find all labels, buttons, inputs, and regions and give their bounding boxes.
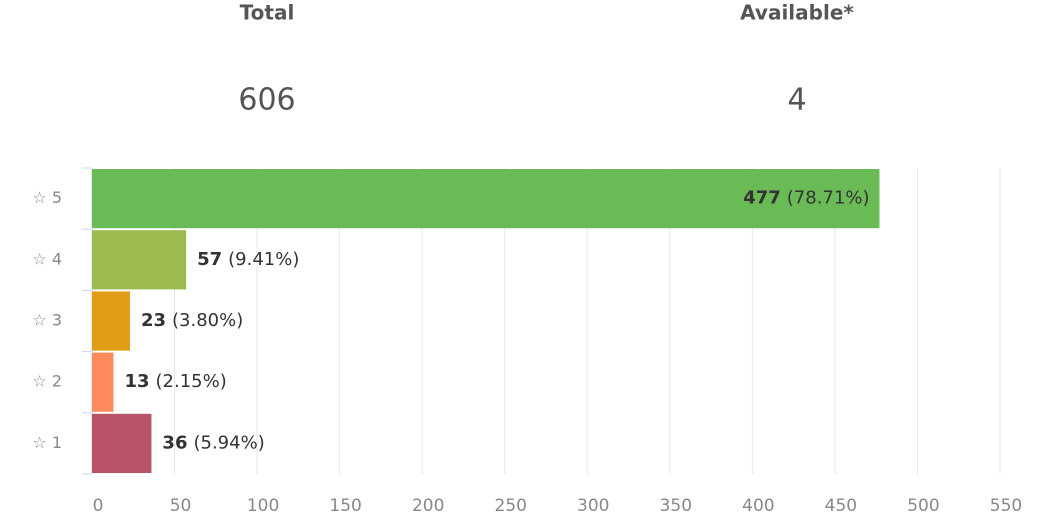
bar	[92, 230, 187, 290]
x-tick-label: 500	[907, 496, 939, 516]
data-label: 57 (9.41%)	[197, 249, 299, 270]
stat-value: 4	[787, 83, 806, 118]
data-value: 477	[743, 188, 781, 209]
x-tick-label: 300	[577, 496, 609, 516]
data-value: 13	[124, 371, 149, 392]
x-tick-label: 350	[660, 496, 692, 516]
y-tick-label: ☆ 3	[32, 311, 62, 330]
data-percent: (3.80%)	[172, 310, 243, 331]
data-percent: (5.94%)	[193, 432, 264, 453]
x-tick-label: 0	[93, 496, 104, 516]
data-percent: (78.71%)	[787, 188, 870, 209]
stat-value: 606	[238, 83, 295, 118]
stat-label: Available*	[740, 1, 854, 25]
data-percent: (2.15%)	[156, 371, 227, 392]
y-tick-label: ☆ 2	[32, 372, 62, 391]
bar	[92, 169, 880, 229]
x-tick-label: 250	[495, 496, 527, 516]
bar	[92, 413, 152, 473]
y-tick-label: ☆ 1	[32, 433, 62, 452]
y-tick-label: ☆ 4	[32, 249, 62, 268]
data-label: 23 (3.80%)	[141, 310, 243, 331]
x-tick-label: 50	[170, 496, 192, 516]
data-percent: (9.41%)	[228, 249, 299, 270]
x-tick-label: 200	[412, 496, 444, 516]
x-tick-label: 400	[742, 496, 774, 516]
bar	[92, 352, 114, 412]
data-value: 36	[162, 432, 187, 453]
data-value: 23	[141, 310, 166, 331]
bar	[92, 291, 130, 351]
stat-label: Total	[240, 1, 295, 25]
x-tick-label: 100	[247, 496, 279, 516]
data-label: 13 (2.15%)	[124, 371, 226, 392]
data-label: 36 (5.94%)	[162, 432, 264, 453]
x-tick-label: 150	[329, 496, 361, 516]
x-tick-label: 450	[825, 496, 857, 516]
data-label: 477 (78.71%)	[743, 188, 869, 209]
data-value: 57	[197, 249, 222, 270]
x-tick-label: 550	[990, 496, 1022, 516]
y-tick-label: ☆ 5	[32, 188, 62, 207]
